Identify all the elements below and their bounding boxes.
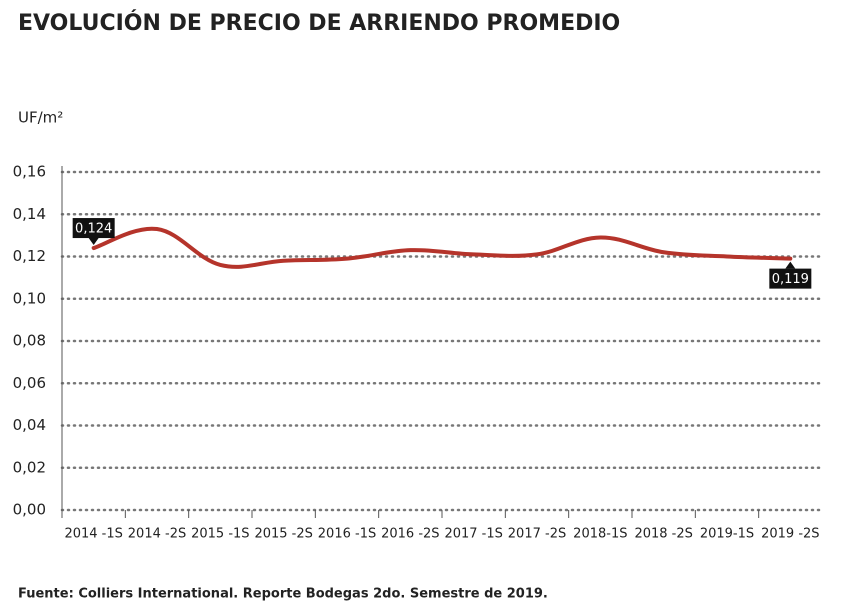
x-tick-label: 2016 -1S [318, 527, 376, 542]
x-tick-label: 2016 -2S [381, 527, 439, 542]
y-tick-label: 0,14 [13, 205, 46, 223]
y-tick-label: 0,06 [13, 374, 46, 392]
x-tick-label: 2017 -2S [508, 527, 566, 542]
y-tick-label: 0,08 [13, 332, 46, 350]
x-tick-label: 2019-1S [700, 527, 754, 542]
x-tick-label: 2014 -1S [64, 527, 122, 542]
y-tick-label: 0,10 [13, 289, 46, 307]
value-label-pointer [785, 261, 796, 269]
value-label-box [769, 268, 812, 289]
line-series [91, 226, 793, 269]
x-tick-label: 2017 -1S [444, 527, 502, 542]
y-tick-label: 0,16 [13, 163, 46, 181]
value-label: 0,124 [75, 222, 112, 237]
x-tick-label: 2018-1S [573, 527, 627, 542]
x-tick-label: 2019 -2S [761, 527, 819, 542]
value-label-pointer [88, 238, 99, 246]
source-note: Fuente: Colliers International. Reporte … [18, 587, 548, 602]
y-tick-label: 0,12 [13, 247, 46, 265]
x-tick-label: 2018 -2S [634, 527, 692, 542]
value-label-box [72, 218, 115, 239]
x-tick-label: 2014 -2S [128, 527, 186, 542]
value-label: 0,119 [772, 272, 809, 287]
x-tick-label: 2015 -1S [191, 527, 249, 542]
y-axis-label: UF/m² [18, 109, 63, 127]
chart-title: EVOLUCIÓN DE PRECIO DE ARRIENDO PROMEDIO [18, 10, 620, 36]
y-tick-label: 0,00 [13, 501, 46, 519]
x-tick-label: 2015 -2S [254, 527, 312, 542]
y-tick-label: 0,02 [13, 458, 46, 476]
y-tick-label: 0,04 [13, 416, 46, 434]
